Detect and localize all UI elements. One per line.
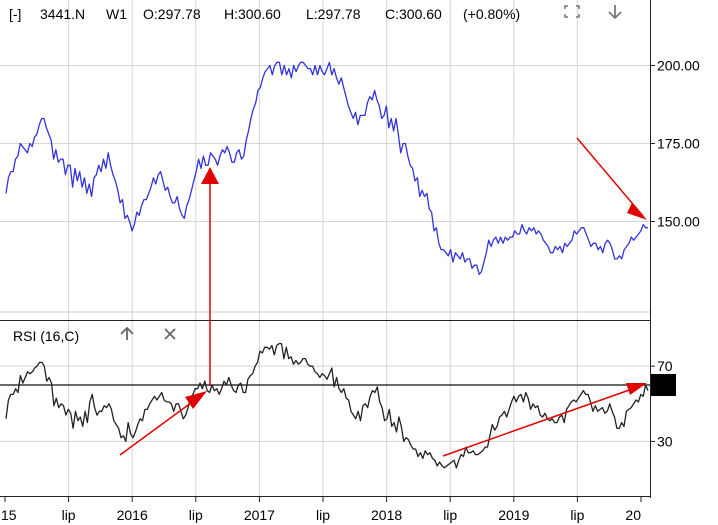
annotation-layer — [119, 137, 647, 457]
rsi-header: RSI (16,C) — [13, 328, 79, 344]
close-icon[interactable] — [164, 328, 176, 340]
price-y-tick-label: 200.00 — [657, 57, 700, 73]
x-tick-label-month: lip — [62, 507, 76, 523]
x-axis: 15 lip 2016 lip 2017 lip 2018 lip 2019 lip 20 — [1, 497, 642, 523]
rsi-y-tick-label: 70 — [657, 358, 673, 374]
x-tick-label-year: 2017 — [244, 507, 275, 523]
arrow-up-icon[interactable] — [120, 326, 134, 340]
low-value: L:297.78 — [306, 6, 361, 22]
price-series-line — [5, 61, 648, 276]
open-value: O:297.78 — [143, 6, 201, 22]
rsi-current-value: 60 — [654, 377, 670, 393]
price-y-tick-label: 175.00 — [657, 135, 700, 151]
high-value: H:300.60 — [224, 6, 281, 22]
change-value: (+0.80%) — [463, 6, 520, 22]
rsi-y-tick-label: 30 — [657, 433, 673, 449]
price-y-axis: 200.00 175.00 150.00 — [650, 57, 700, 229]
annotation-arrow-rsi-right[interactable] — [442, 387, 636, 457]
collapse-toggle[interactable]: [-] — [9, 6, 21, 22]
price-header: [-] 3441.N W1 O:297.78 H:300.60 L:297.78… — [9, 6, 520, 22]
price-y-tick-label: 150.00 — [657, 213, 700, 229]
grid-layer — [0, 0, 650, 496]
rsi-current-value-badge: 60 — [651, 373, 676, 396]
close-value: C:300.60 — [385, 6, 442, 22]
x-tick-label-month: lip — [316, 507, 330, 523]
annotation-arrow-price-head — [627, 203, 647, 220]
x-tick-label-month: lip — [570, 507, 584, 523]
x-tick-label-year: 2018 — [371, 507, 402, 523]
symbol-label: 3441.N — [40, 6, 85, 22]
annotation-arrow-vertical-head — [201, 167, 219, 184]
annotation-arrow-rsi-left[interactable] — [119, 399, 196, 456]
x-tick-label-month: lip — [189, 507, 203, 523]
annotation-arrow-rsi-right-head — [626, 383, 647, 395]
rsi-label: RSI (16,C) — [13, 328, 79, 344]
rsi-series-line — [5, 342, 649, 469]
rsi-y-axis: 70 30 — [650, 358, 673, 449]
expand-icon[interactable] — [564, 5, 580, 18]
x-tick-label-month: 15 — [1, 507, 17, 523]
x-tick-label-month: 20 — [625, 507, 641, 523]
x-tick-label-month: lip — [443, 507, 457, 523]
annotation-arrow-rsi-left-head — [185, 391, 207, 409]
x-tick-label-year: 2019 — [498, 507, 529, 523]
x-tick-label-year: 2016 — [117, 507, 148, 523]
interval-label: W1 — [106, 6, 127, 22]
arrow-down-icon[interactable] — [608, 5, 622, 20]
